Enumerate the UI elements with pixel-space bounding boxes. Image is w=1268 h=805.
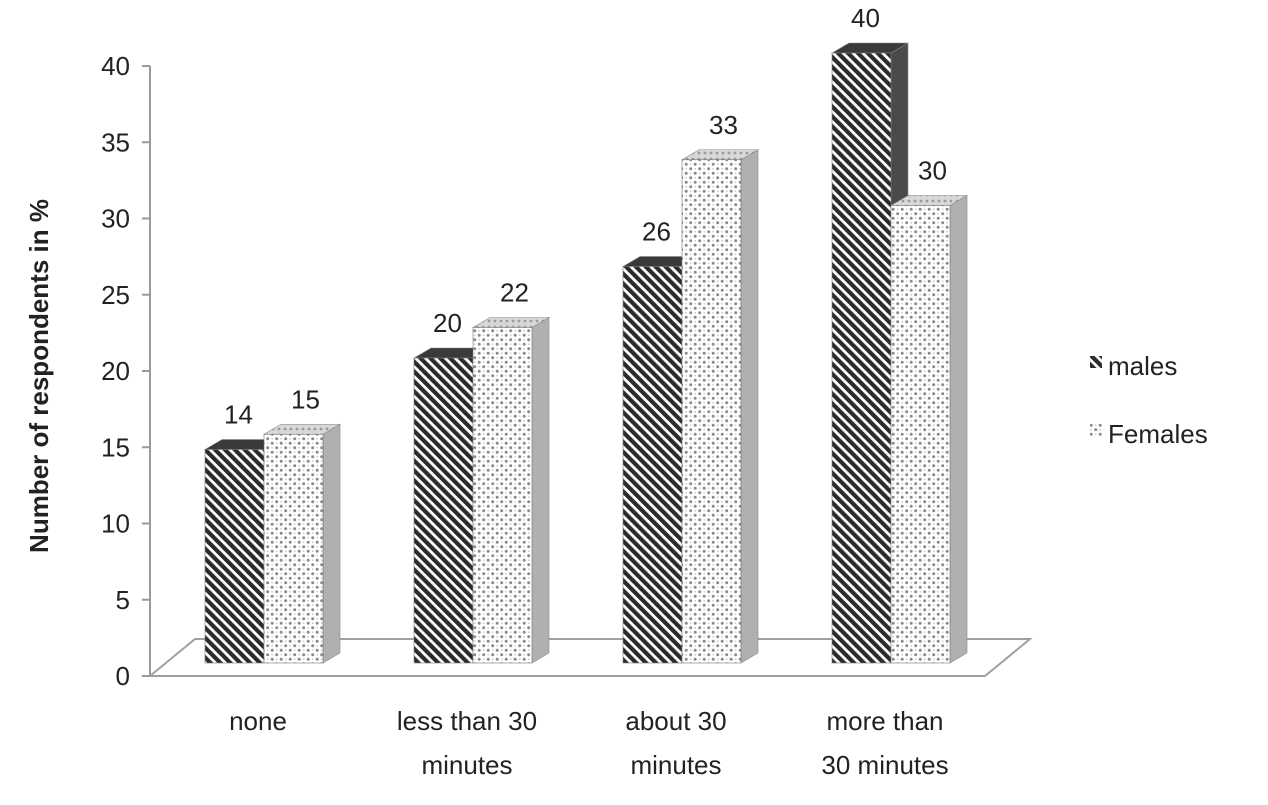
y-tick-label: 30 (101, 204, 130, 234)
bar-side-face (322, 423, 341, 664)
bar-front-face (831, 52, 892, 664)
legend-item-females: Females (1090, 419, 1208, 449)
y-tick-label: 35 (101, 127, 130, 157)
category-label: about 30 (625, 706, 726, 736)
data-label-females-1: 22 (500, 278, 529, 308)
legend-label: males (1108, 351, 1177, 381)
y-tick-label: 10 (101, 509, 130, 539)
bar-front-face (472, 327, 533, 664)
bar-side-face (531, 316, 550, 664)
category-label: more than (826, 706, 943, 736)
y-tick-label: 25 (101, 280, 130, 310)
category-label: none (229, 706, 287, 736)
category-label: 30 minutes (821, 750, 948, 780)
bar-females-3 (889, 194, 969, 664)
bar-front-face (622, 266, 683, 664)
data-label-males-2: 26 (642, 217, 671, 247)
data-label-males-1: 20 (433, 308, 462, 338)
y-tick-label: 20 (101, 356, 130, 386)
bar-side-face (949, 194, 968, 664)
bar-front-face (204, 449, 265, 664)
y-tick-label: 5 (116, 585, 130, 615)
data-label-males-0: 14 (224, 400, 253, 430)
y-tick-label: 0 (116, 661, 130, 691)
bar-females-0 (262, 423, 342, 664)
bar-females-2 (680, 149, 760, 664)
data-label-females-3: 30 (918, 156, 947, 186)
y-axis-title: Number of respondents in % (24, 199, 54, 553)
data-label-females-0: 15 (291, 384, 320, 414)
data-label-males-3: 40 (851, 3, 880, 33)
y-tick-label: 15 (101, 432, 130, 462)
category-label: less than 30 (397, 706, 537, 736)
bar-front-face (413, 357, 474, 664)
bar-side-face (740, 149, 759, 664)
category-label: minutes (421, 750, 512, 780)
data-label-females-2: 33 (709, 110, 738, 140)
bar-front-face (263, 433, 324, 664)
legend-swatch (1090, 424, 1102, 436)
bar-front-face (890, 205, 951, 664)
legend-item-males: males (1090, 351, 1177, 381)
y-tick-label: 40 (101, 51, 130, 81)
bar-females-1 (471, 316, 551, 664)
bar-front-face (681, 159, 742, 664)
legend-label: Females (1108, 419, 1208, 449)
legend-swatch (1090, 356, 1102, 368)
category-label: minutes (630, 750, 721, 780)
